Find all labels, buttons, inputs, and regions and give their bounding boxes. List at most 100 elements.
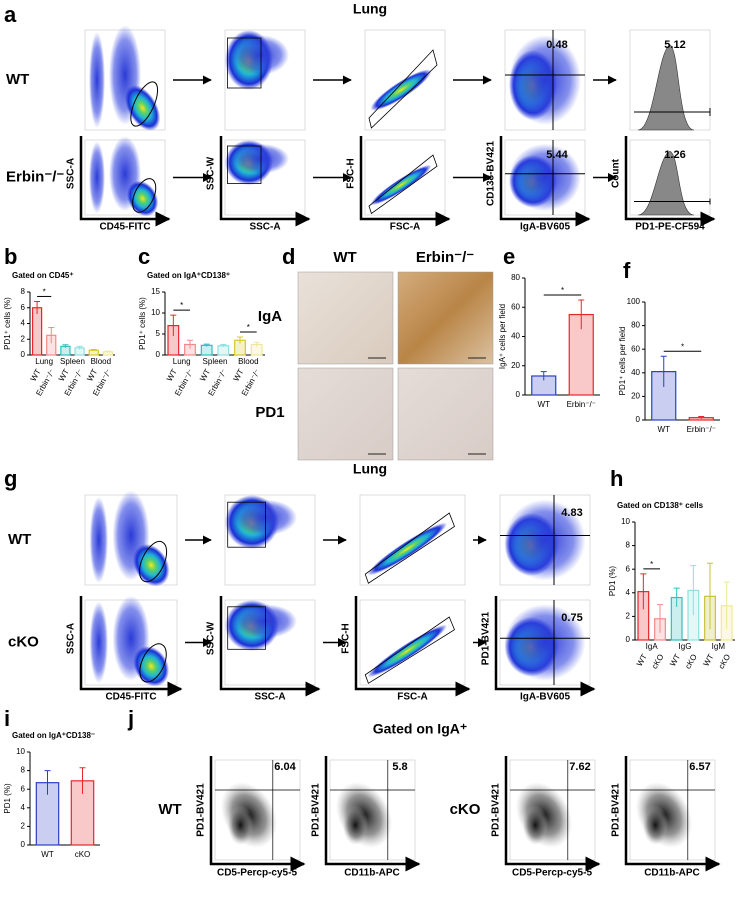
micrograph (297, 271, 394, 365)
x-tick-label: WT (538, 400, 551, 409)
bar (217, 345, 230, 356)
axis (324, 756, 421, 872)
cell-density (367, 522, 448, 576)
y-tick-label: 15 (151, 287, 160, 296)
chart-title: Gated on IgA⁺CD138⁻ (12, 731, 95, 740)
y-tick-label: 10 (151, 308, 160, 317)
error-bar (707, 562, 713, 630)
y-axis-label: SSC-W (206, 621, 217, 655)
y-tick-label: 100 (627, 297, 641, 306)
cell-density (133, 646, 170, 687)
error-bar (90, 348, 97, 352)
y-tick-label: 6 (21, 303, 26, 312)
y-axis-label: SSC-A (66, 623, 77, 654)
gate-value: 5.44 (546, 149, 568, 161)
group-label: Spleen (60, 357, 85, 366)
axis (219, 596, 321, 697)
y-tick-label: 2 (21, 334, 26, 343)
panel-letter: b (4, 244, 17, 269)
axis (354, 596, 471, 697)
y-tick-label: 80 (511, 273, 520, 282)
error-bar (657, 604, 663, 633)
row-label: WT (6, 71, 29, 88)
x-tick-label: WT (165, 367, 179, 382)
cell-density (504, 604, 586, 681)
error-bar (62, 344, 69, 348)
group-label: Blood (91, 357, 111, 366)
error-bar (34, 300, 41, 315)
axis (79, 596, 183, 697)
micrograph (397, 271, 494, 365)
panel-letter: i (4, 706, 10, 731)
x-axis-label: FSC-A (397, 692, 428, 703)
gate (364, 512, 455, 584)
y-axis-label: IgA⁺ cells per field (498, 304, 507, 369)
cell-density (367, 624, 448, 678)
cell-density (642, 805, 669, 845)
gate (132, 178, 157, 213)
y-axis-label: SSC-A (66, 158, 77, 189)
gate (226, 145, 262, 184)
gate-value: 6.57 (689, 761, 710, 773)
cell-density (124, 85, 161, 131)
error-bar (44, 770, 51, 795)
column-label: Erbin⁻/⁻ (416, 249, 474, 266)
x-axis-label: CD11b-APC (344, 868, 400, 879)
cell-density (126, 180, 159, 217)
y-tick-label: 10 (16, 747, 25, 756)
y-tick-label: 4 (21, 803, 26, 812)
gate-value: 7.62 (569, 761, 590, 773)
chart-title: Gated on CD45⁺ (12, 271, 74, 280)
x-axis-label: IgA-BV605 (520, 222, 570, 233)
gate-value: 1.26 (664, 149, 685, 161)
gate (368, 154, 438, 215)
x-axis-label: SSC-A (254, 692, 285, 703)
significance-label: * (561, 286, 564, 295)
gate-value: 5.8 (392, 761, 407, 773)
gate (130, 81, 159, 127)
x-axis-label: CD5-Percp-cy5-5 (512, 868, 592, 879)
panel-letter: a (4, 2, 17, 27)
bar (200, 344, 213, 356)
error-bar (48, 326, 55, 344)
x-tick-label: cKO (683, 653, 699, 671)
x-tick-label: cKO (75, 850, 91, 859)
cell-density (227, 805, 254, 845)
y-tick-label: 6 (626, 564, 631, 573)
y-tick-label: 6 (21, 784, 26, 793)
significance-label: * (650, 560, 653, 569)
panel-letter: c (138, 244, 150, 269)
error-bar (540, 371, 547, 381)
y-axis-label: PD1-BV421 (311, 783, 322, 837)
group-label: IgG (679, 642, 692, 651)
group-label: IgA (646, 642, 659, 651)
cell-density (89, 141, 105, 214)
axis (79, 136, 171, 227)
y-tick-label: 0 (21, 840, 26, 849)
x-tick-label: Erbin⁻/⁻ (567, 400, 596, 409)
error-bar (690, 565, 697, 616)
y-tick-label: 0 (21, 350, 26, 359)
axis (209, 756, 306, 872)
significance-label: * (247, 323, 250, 332)
error-bar (220, 344, 227, 348)
chart-title: Gated on IgA⁺CD138⁺ (147, 271, 230, 280)
cell-density (133, 544, 170, 587)
error-bar (723, 581, 730, 630)
panel-letter: g (4, 466, 17, 491)
panel-title: Lung (353, 461, 387, 477)
x-axis-label: CD45-FITC (99, 222, 150, 233)
row-label: IgA (258, 308, 282, 325)
panel-title: Gated on IgA⁺ (373, 721, 468, 737)
micrograph (297, 367, 394, 461)
gate (139, 540, 168, 583)
error-bar (673, 587, 680, 607)
x-tick-label: WT (635, 652, 649, 667)
error-bar (104, 350, 111, 353)
y-axis-label: PD1⁺ cells (%) (3, 297, 12, 350)
y-tick-label: 60 (631, 344, 640, 353)
y-axis-label: PD1-BV421 (491, 783, 502, 837)
error-bar (187, 339, 193, 349)
row-label: cKO (8, 633, 39, 650)
